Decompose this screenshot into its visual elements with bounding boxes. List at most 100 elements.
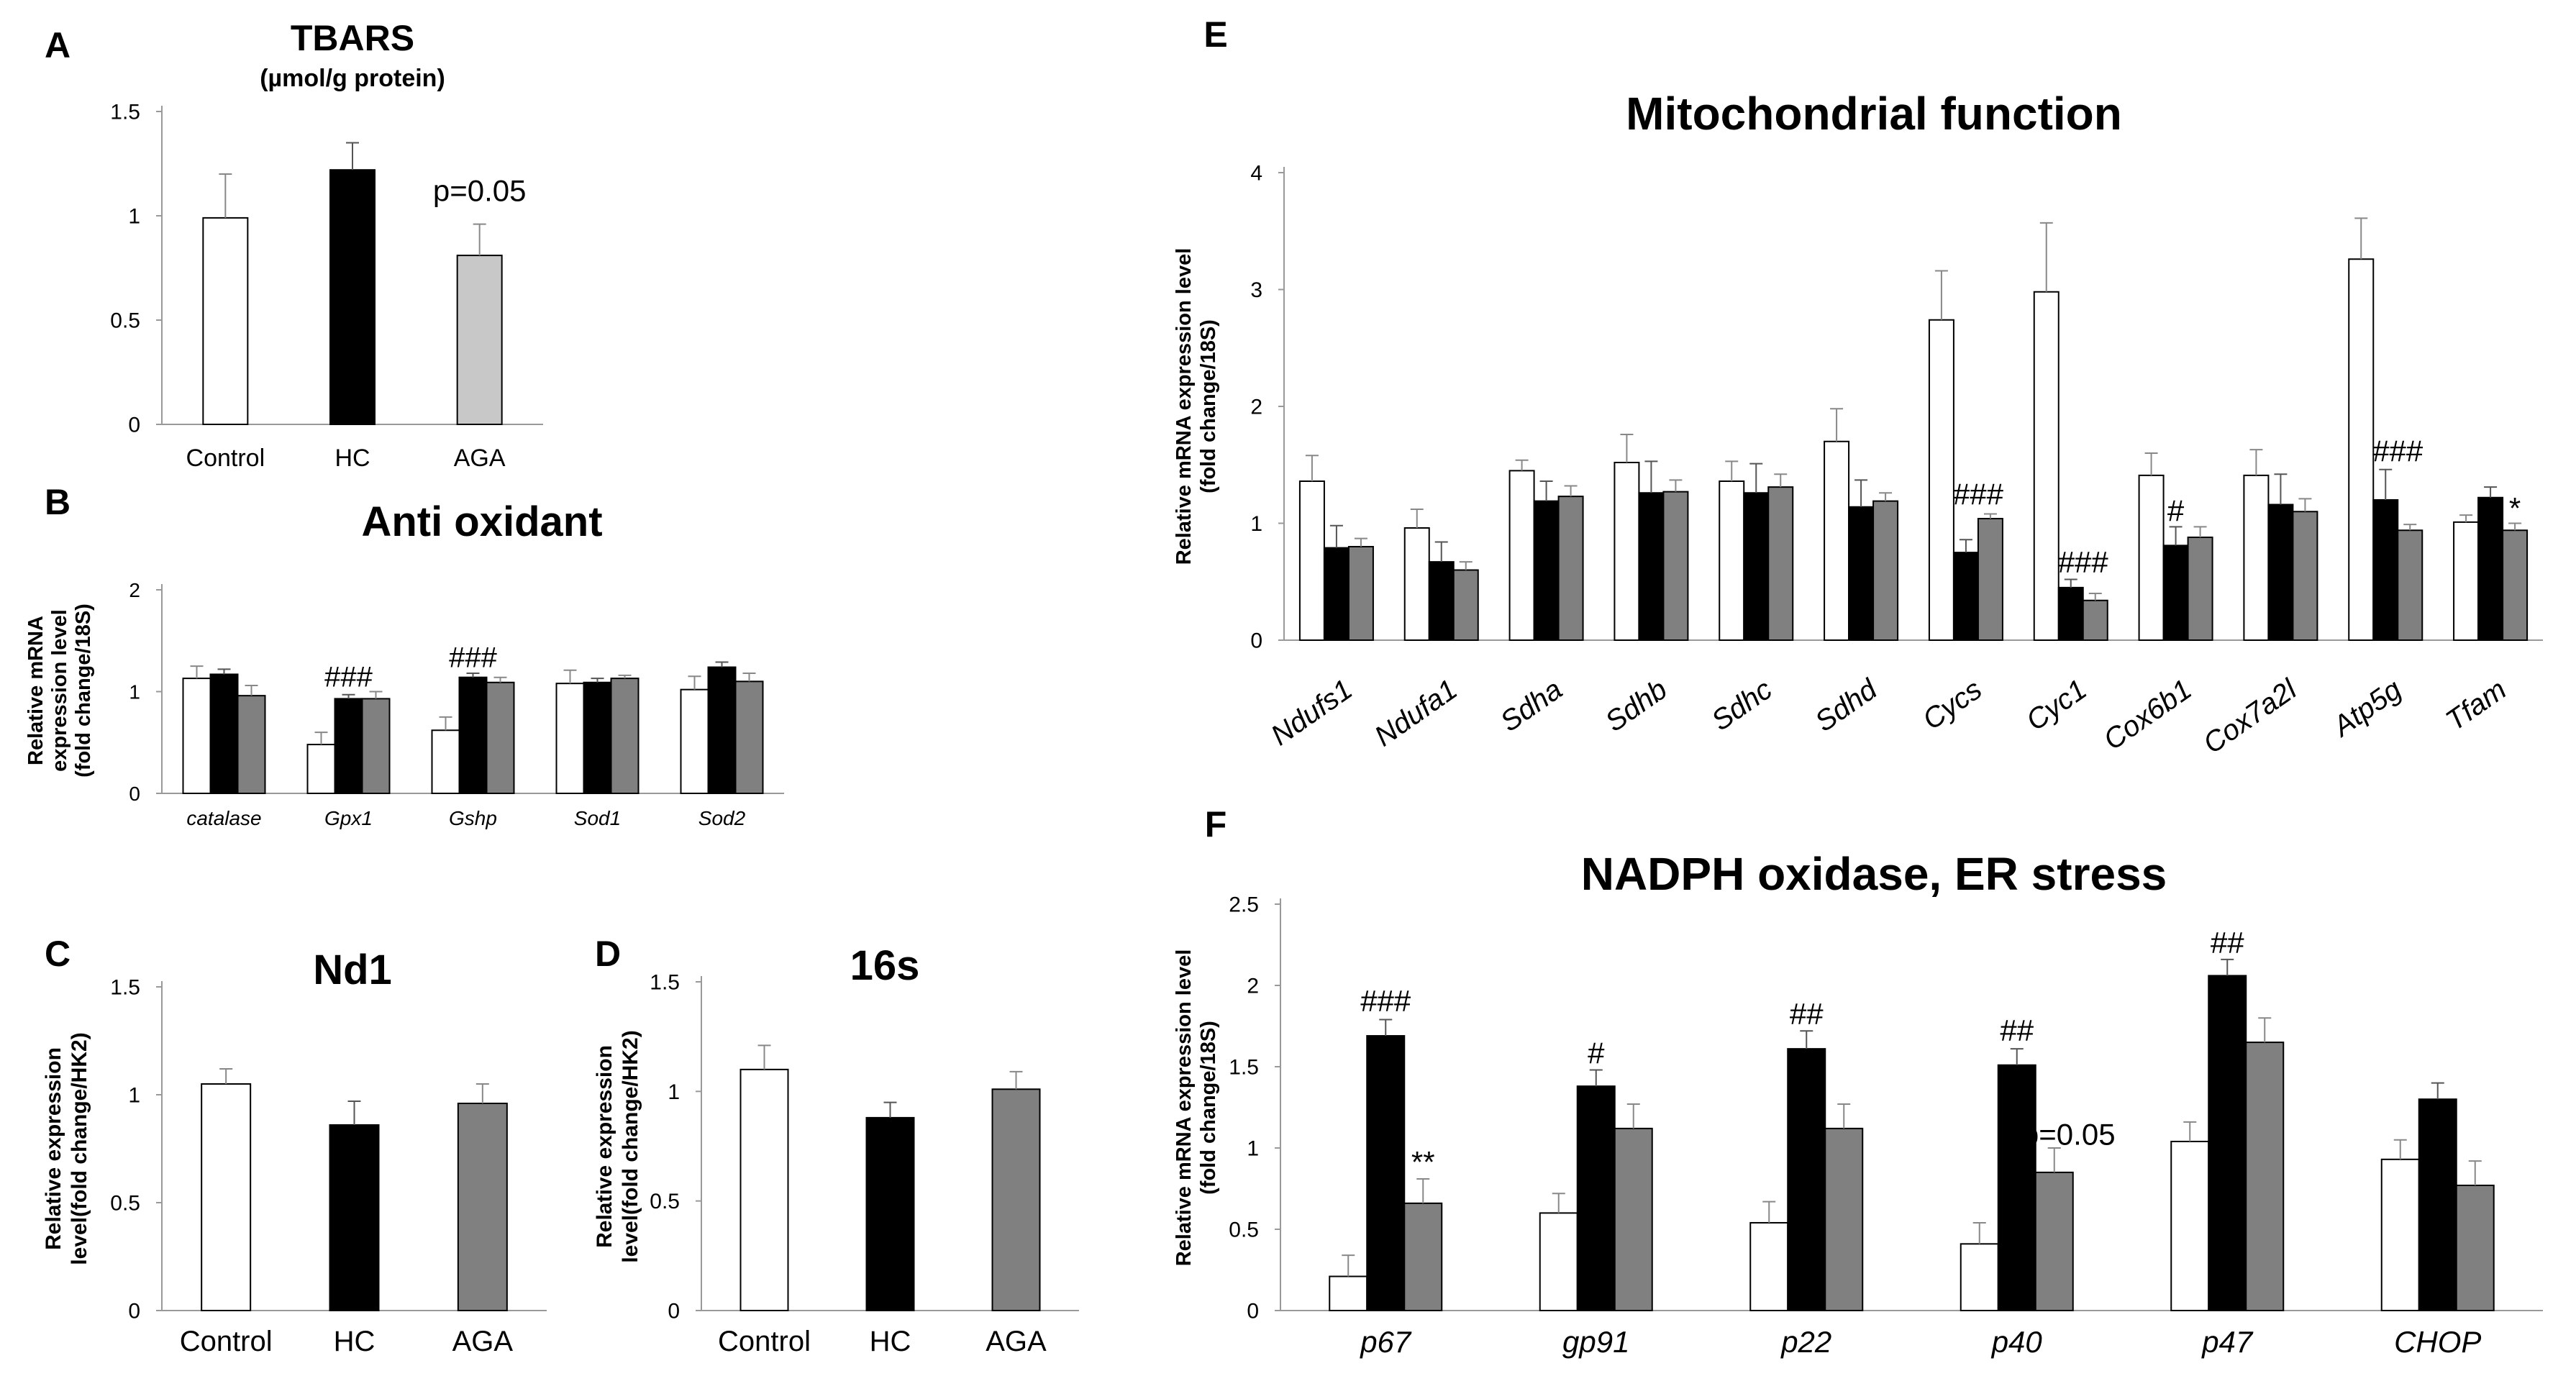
x-tick-label: HC <box>334 445 370 472</box>
bar <box>2292 511 2318 641</box>
y-tick-label: 1 <box>1250 512 1262 536</box>
bar <box>431 729 460 795</box>
bar <box>610 678 640 794</box>
bar <box>1824 440 1850 641</box>
y-tick-label: 3 <box>1250 278 1262 302</box>
bar <box>329 169 376 425</box>
panel-f: F NADPH oxidase, ER stress Relative mRNA e… <box>1173 804 2543 1359</box>
bar <box>1848 506 1875 641</box>
x-tick-label: Tfam <box>2440 673 2512 737</box>
panel-label: C <box>45 934 70 974</box>
x-tick-label: Cyc1 <box>2021 673 2093 737</box>
y-axis-label: Relative mRNA expression level <box>1173 949 1196 1267</box>
bar <box>209 673 239 794</box>
bar <box>2245 1042 2285 1311</box>
bar <box>237 695 266 794</box>
x-tick-label: Control <box>180 1326 273 1357</box>
annotation-label: ### <box>324 661 373 693</box>
bar <box>456 255 503 425</box>
bar <box>201 1083 252 1311</box>
x-tick-label: AGA <box>452 1326 514 1357</box>
bar <box>707 666 737 794</box>
panel-label: A <box>45 25 70 65</box>
bar <box>1719 480 1745 641</box>
bar <box>458 676 488 794</box>
bar <box>2380 1158 2420 1311</box>
bar <box>1403 1202 1443 1311</box>
bar <box>2187 537 2213 641</box>
chart-subtitle: (µmol/g protein) <box>260 65 445 92</box>
chart-title: TBARS <box>291 18 414 58</box>
panel-label: E <box>1203 14 1227 55</box>
bar <box>1298 480 1325 641</box>
bar <box>2477 496 2504 641</box>
bar <box>202 217 249 425</box>
annotation-label: p=0.05 <box>2022 1117 2116 1151</box>
bar <box>2502 529 2529 641</box>
y-tick-label: 1 <box>128 205 140 229</box>
x-tick-label: p22 <box>1780 1325 1831 1359</box>
bar <box>1329 1275 1368 1312</box>
x-tick-label: Sod1 <box>574 807 621 829</box>
bar <box>2267 504 2294 641</box>
bar <box>1366 1035 1406 1312</box>
bar <box>865 1116 915 1311</box>
chart-title: NADPH oxidase, ER stress <box>1581 848 2167 900</box>
x-tick-label: p40 <box>1990 1325 2043 1359</box>
bar <box>583 681 612 795</box>
y-axis-label: expression level <box>48 609 71 772</box>
bar <box>1787 1048 1826 1311</box>
y-tick-label: 0.5 <box>110 1192 140 1216</box>
y-tick-label: 2 <box>129 579 140 601</box>
bar <box>1743 492 1770 641</box>
bar <box>2397 529 2423 641</box>
x-tick-label: Cox7a2l <box>2198 673 2303 760</box>
annotation-label: * <box>2509 491 2521 525</box>
y-tick-label: 1.5 <box>650 971 680 995</box>
x-tick-label: Sdhc <box>1706 673 1778 737</box>
bar <box>1872 500 1899 641</box>
x-tick-label: catalase <box>186 807 261 829</box>
panel-label: F <box>1205 804 1227 844</box>
y-tick-label: 4 <box>1250 162 1262 186</box>
y-tick-label: 1.5 <box>1229 1056 1259 1080</box>
bar <box>734 680 764 794</box>
bar <box>2455 1184 2495 1311</box>
bar <box>2418 1098 2457 1311</box>
y-tick-label: 1.5 <box>110 101 140 124</box>
bar <box>1997 1064 2036 1311</box>
x-tick-label: Cox6b1 <box>2098 673 2198 756</box>
y-tick-label: 0 <box>129 783 140 805</box>
annotation-label: ### <box>449 642 497 674</box>
x-tick-label: CHOP <box>2394 1325 2481 1359</box>
annotation-label: ## <box>1790 997 1824 1031</box>
bar <box>1960 1243 1999 1311</box>
y-tick-label: 2 <box>1250 396 1262 419</box>
y-axis-label: (fold change/18S) <box>1197 1021 1220 1195</box>
y-tick-label: 0 <box>128 414 140 437</box>
bar <box>1347 546 1374 641</box>
bar <box>2033 291 2060 641</box>
bar <box>2372 499 2399 641</box>
bar <box>1508 470 1535 641</box>
chart-title: 16s <box>850 942 920 989</box>
annotation-label: # <box>1588 1036 1605 1070</box>
y-tick-label: 0.5 <box>110 309 140 333</box>
panel-e: E Mitochondrial function Relative mRNA exp… <box>1173 14 2543 760</box>
bar <box>1533 500 1560 641</box>
annotation-label: ### <box>1360 984 1411 1018</box>
x-tick-label: p47 <box>2200 1325 2254 1359</box>
x-tick-label: Control <box>186 445 265 472</box>
bar <box>1977 518 2003 641</box>
x-tick-label: gp91 <box>1562 1325 1629 1359</box>
bar <box>486 681 515 795</box>
x-tick-label: AGA <box>454 445 506 472</box>
bar <box>182 678 211 794</box>
x-tick-label: p67 <box>1359 1325 1412 1359</box>
bar <box>361 698 391 795</box>
bar <box>1539 1212 1578 1312</box>
y-tick-label: 0.5 <box>1229 1218 1259 1242</box>
y-axis-label: (fold change/18S) <box>72 603 95 778</box>
annotation-label: ### <box>2058 545 2109 579</box>
